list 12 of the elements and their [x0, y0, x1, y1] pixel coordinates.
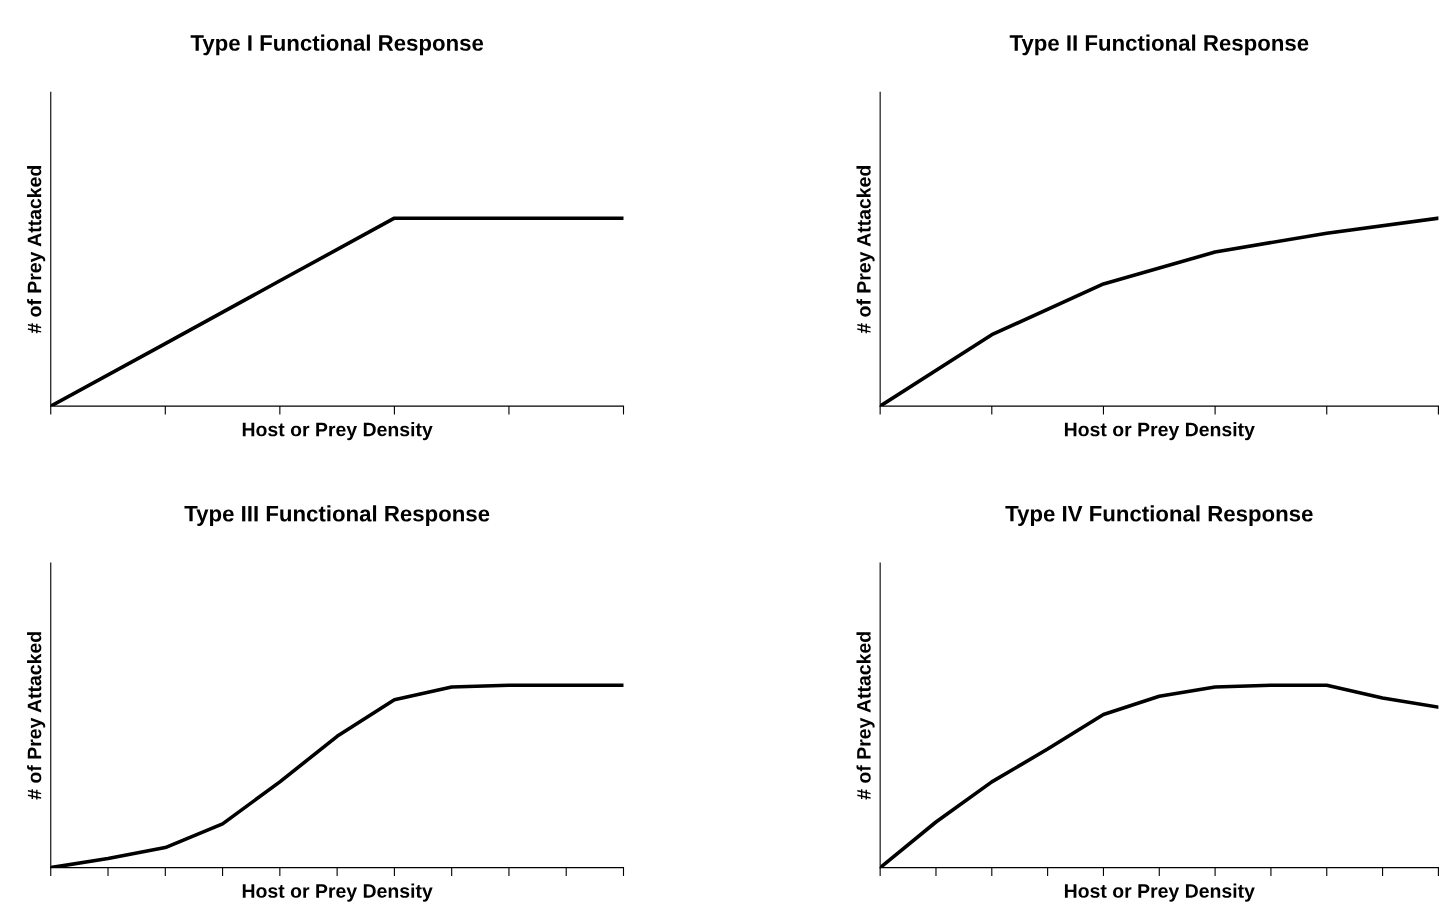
y-axis-title: # of Prey Attacked — [27, 632, 46, 800]
y-axis-title: # of Prey Attacked — [856, 166, 875, 334]
chart-title: Type III Functional Response — [184, 505, 490, 526]
chart-title: Type I Functional Response — [190, 34, 484, 56]
chart-title: Type II Functional Response — [1009, 34, 1309, 56]
y-axis-title: # of Prey Attacked — [27, 166, 46, 334]
x-axis-title: Host or Prey Density — [242, 422, 433, 441]
x-axis-title: Host or Prey Density — [1064, 422, 1255, 441]
x-axis-title: Host or Prey Density — [242, 883, 433, 902]
chart-title: Type IV Functional Response — [1005, 505, 1313, 526]
x-axis-title: Host or Prey Density — [1064, 883, 1255, 902]
y-axis-title: # of Prey Attacked — [856, 632, 875, 800]
